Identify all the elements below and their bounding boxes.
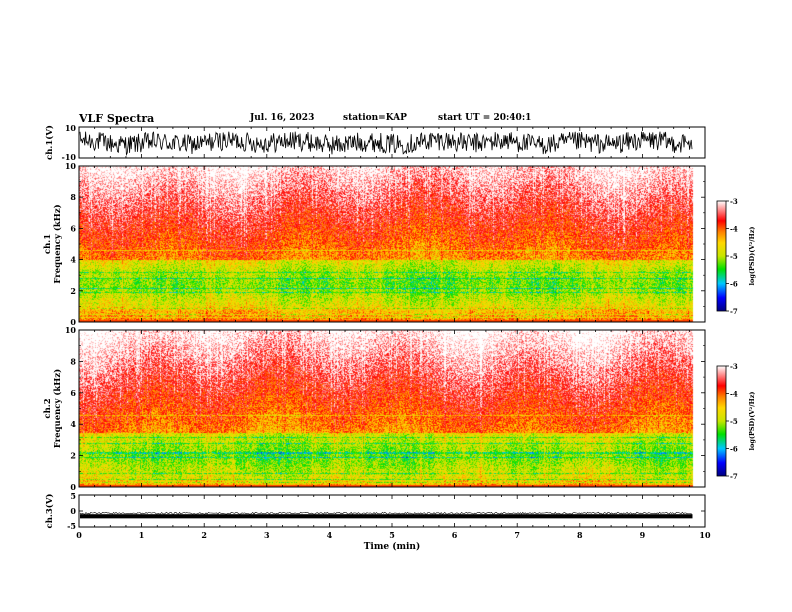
- colorbar-tick-label: -3: [730, 197, 738, 206]
- y-tick-label: 0: [70, 317, 76, 327]
- y-tick-label: 0: [70, 506, 76, 516]
- y-tick-label: 5: [70, 491, 76, 501]
- x-tick-label: 4: [327, 530, 333, 540]
- y-axis-label: ch.3(V): [44, 494, 55, 529]
- colorbar-label: log(PSD)(V²/Hz): [748, 392, 756, 451]
- colorbar-tick-label: -5: [730, 252, 738, 261]
- date-label: Jul. 16, 2023: [250, 113, 315, 123]
- ch1-waveform-line: [79, 131, 693, 157]
- y-tick-label: -10: [62, 152, 77, 162]
- colorbar-tick-label: -4: [730, 390, 738, 399]
- y-axis-label: ch.1: [43, 234, 53, 254]
- y-axis-label: ch.2: [43, 398, 53, 418]
- colorbar-tick-label: -4: [730, 225, 738, 234]
- x-tick-label: 1: [139, 530, 145, 540]
- colorbar-2: [716, 365, 727, 477]
- y-tick-label: -5: [67, 521, 76, 531]
- start-time-label: start UT = 20:40:1: [438, 113, 532, 123]
- x-tick-label: 2: [201, 530, 207, 540]
- colorbar-tick-label: -6: [730, 445, 738, 454]
- ch1-spectrogram-image: [79, 166, 705, 322]
- y-tick-label: 8: [70, 356, 76, 366]
- y-axis-label: Frequency (kHz): [52, 204, 63, 283]
- ch2-spectrogram-image: [79, 330, 705, 487]
- colorbar-tick-label: -3: [730, 362, 738, 371]
- x-tick-label: 5: [389, 530, 395, 540]
- colorbar-1: [716, 200, 727, 312]
- y-tick-label: 10: [65, 325, 77, 335]
- x-tick-label: 6: [452, 530, 458, 540]
- y-tick-label: 6: [70, 223, 76, 233]
- y-tick-label: 0: [70, 482, 76, 492]
- y-tick-label: 6: [70, 388, 76, 398]
- colorbar-tick-label: -5: [730, 417, 738, 426]
- colorbar-tick-label: -6: [730, 280, 738, 289]
- y-tick-label: 4: [70, 419, 76, 429]
- y-axis-label: Frequency (kHz): [52, 369, 63, 448]
- ch3-waveform-band: [80, 514, 693, 519]
- y-tick-label: 4: [70, 255, 76, 265]
- y-axis-label: ch.1(V): [44, 125, 55, 160]
- y-tick-label: 2: [70, 286, 76, 296]
- colorbar-tick-label: -7: [730, 472, 738, 481]
- colorbar-label: log(PSD)(V²/Hz): [748, 227, 756, 286]
- x-tick-label: 0: [76, 530, 82, 540]
- y-tick-label: 10: [65, 123, 77, 133]
- x-tick-label: 8: [577, 530, 583, 540]
- chart-title: VLF Spectra: [79, 112, 155, 125]
- x-axis-label: Time (min): [364, 541, 421, 552]
- x-tick-label: 9: [640, 530, 646, 540]
- panel-frame-4: [78, 494, 706, 528]
- y-tick-label: 10: [65, 161, 77, 171]
- x-tick-label: 7: [514, 530, 520, 540]
- station-label: station=KAP: [343, 113, 407, 123]
- y-tick-label: 8: [70, 192, 76, 202]
- ch3-waveform-line: [79, 511, 693, 515]
- x-tick-label: 10: [699, 530, 711, 540]
- x-tick-label: 3: [264, 530, 270, 540]
- y-tick-label: 2: [70, 451, 76, 461]
- colorbar-tick-label: -7: [730, 307, 738, 316]
